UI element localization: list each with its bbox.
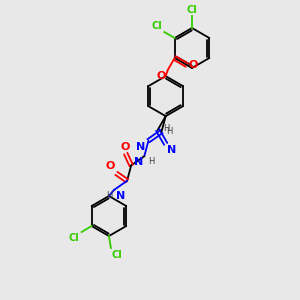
Text: Cl: Cl	[187, 5, 197, 15]
Text: O: O	[156, 71, 166, 81]
Text: H: H	[167, 127, 173, 136]
Text: Cl: Cl	[69, 233, 80, 243]
Text: N: N	[116, 191, 125, 201]
Text: Cl: Cl	[152, 21, 162, 31]
Text: Cl: Cl	[112, 250, 123, 260]
Text: H: H	[106, 191, 113, 200]
Text: N: N	[136, 142, 146, 152]
Text: O: O	[105, 161, 114, 171]
Text: O: O	[120, 142, 129, 152]
Text: N: N	[134, 157, 143, 167]
Text: H: H	[163, 124, 169, 134]
Text: N: N	[167, 145, 176, 155]
Text: O: O	[189, 60, 198, 70]
Text: H: H	[148, 157, 155, 166]
